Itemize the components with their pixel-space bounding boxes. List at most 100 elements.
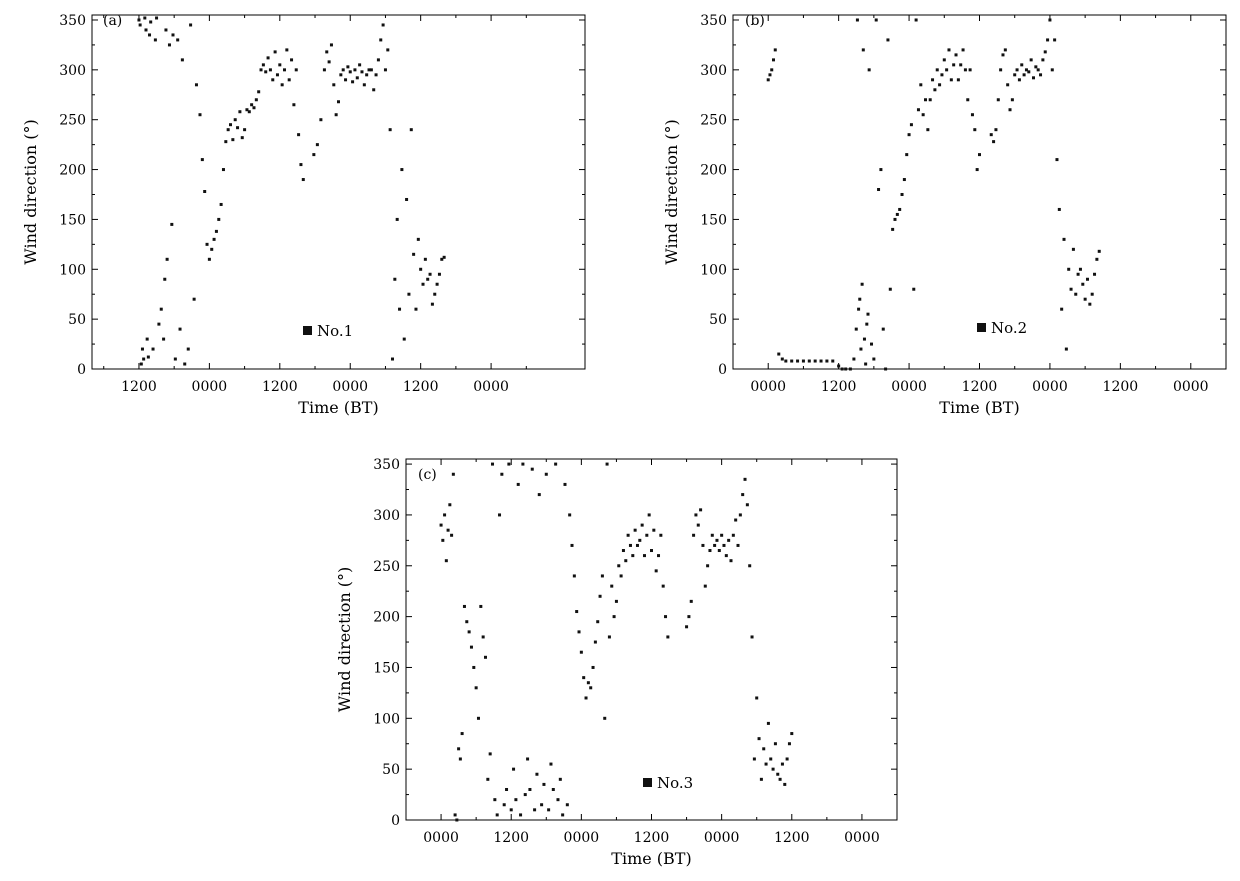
data-point [535,772,539,776]
data-point [748,564,752,568]
y-tick-label: 250 [700,113,727,129]
data-point [1008,108,1012,112]
x-tick-label: 0000 [750,379,786,395]
data-point [173,357,177,361]
data-point [301,178,305,182]
data-point [439,523,443,527]
data-point [540,803,544,807]
data-point [367,68,371,72]
legend: No.2 [977,319,1027,337]
data-point [945,68,949,72]
data-point [146,355,150,359]
data-point [138,23,142,27]
data-point [831,359,835,363]
data-point [727,538,731,542]
data-point [339,73,343,77]
y-tick-label: 250 [59,113,86,129]
data-point [428,272,432,276]
data-point [621,549,625,553]
data-point [862,337,866,341]
data-point [607,635,611,639]
x-tick-label: 1200 [962,379,998,395]
data-point [652,528,656,532]
data-point [505,787,509,791]
data-point [402,337,406,341]
data-point [1074,292,1078,296]
data-point [603,716,607,720]
y-tick-label: 0 [391,813,400,829]
data-point [217,217,221,221]
data-point [273,50,277,54]
data-point [640,523,644,527]
x-tick-label: 0000 [1173,379,1209,395]
x-tick-label: 0000 [844,830,880,846]
data-point [790,359,794,363]
data-point [895,212,899,216]
data-point [479,604,483,608]
data-point [1055,158,1059,162]
data-point [605,462,609,466]
data-point [207,257,211,261]
data-point [280,83,284,87]
data-point [1097,249,1101,253]
data-point [989,133,993,137]
data-point [787,742,791,746]
data-point [398,307,402,311]
data-point [764,762,768,766]
data-point [500,472,504,476]
data-point [498,513,502,517]
data-point [200,158,204,162]
data-point [999,68,1003,72]
data-point [801,359,805,363]
data-point [577,630,581,634]
data-point [261,63,265,67]
data-point [900,192,904,196]
data-point [1036,68,1040,72]
y-tick-label: 300 [700,63,727,79]
data-point [825,359,829,363]
data-point [390,357,394,361]
data-point [1053,38,1057,42]
data-point [519,813,523,817]
data-point [1024,68,1028,72]
data-point [909,123,913,127]
data-point [947,48,951,52]
data-point [931,78,935,82]
data-point [940,73,944,77]
data-point [433,292,437,296]
data-point [472,665,476,669]
data-point [275,73,279,77]
data-point [465,620,469,624]
data-point [701,543,705,547]
x-tick-label: 0000 [192,379,228,395]
data-point [379,38,383,42]
y-tick-label: 350 [700,13,727,29]
x-tick-label: 1200 [821,379,857,395]
data-point [1010,98,1014,102]
data-point [970,113,974,117]
y-tick-label: 200 [700,163,727,179]
data-point [393,277,397,281]
x-tick-label: 0000 [1032,379,1068,395]
data-point [170,222,174,226]
data-point [203,190,207,194]
data-point [395,217,399,221]
data-point [966,98,970,102]
y-tick-label: 350 [59,13,86,29]
data-point [755,696,759,700]
data-point [777,352,781,356]
data-point [537,493,541,497]
data-point [938,83,942,87]
data-point [1085,277,1089,281]
y-tick-label: 150 [700,212,727,228]
data-point [1031,76,1035,80]
data-point [264,70,268,74]
y-tick-label: 150 [373,660,400,676]
y-tick-label: 50 [382,762,400,778]
data-point [554,462,558,466]
x-tick-label: 1200 [1103,379,1139,395]
data-point [861,48,865,52]
data-point [1062,237,1066,241]
data-point [1095,257,1099,261]
